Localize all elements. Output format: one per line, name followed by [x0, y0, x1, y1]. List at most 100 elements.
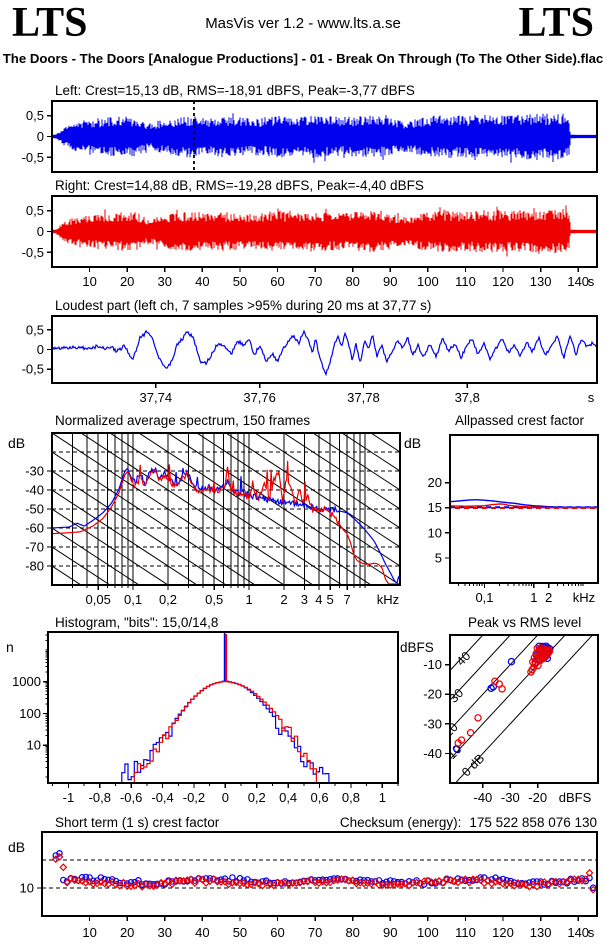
axis-label: -0,6 — [120, 790, 142, 805]
axis-label: -30 — [25, 464, 44, 479]
axis-label: 4 — [315, 592, 322, 607]
axis-label: 37,76 — [243, 390, 276, 405]
short-term-crest-title: Short term (1 s) crest factor — [55, 815, 220, 830]
axis-label: -70 — [25, 540, 44, 555]
diagonal-label: 10 — [445, 742, 465, 762]
axis-label: dB — [8, 435, 25, 451]
axis-label: 10 — [27, 738, 41, 753]
axis-label: -20 — [423, 687, 442, 702]
axis-label: 0 — [37, 129, 44, 144]
axis-label: 130 — [530, 274, 552, 289]
axis-label: 130 — [530, 925, 552, 940]
axis-label: -40 — [25, 483, 44, 498]
axis-label: 70 — [308, 274, 322, 289]
axis-label: 15 — [428, 500, 442, 515]
axis-label: 0 — [222, 790, 229, 805]
axis-label: 2 — [545, 590, 552, 605]
axis-label: s — [588, 925, 595, 940]
axis-label: 0,5 — [26, 203, 44, 218]
track-title: The Doors - The Doors [Analogue Producti… — [2, 51, 604, 66]
axis-label: 0,2 — [159, 592, 177, 607]
axis-label: 120 — [492, 925, 514, 940]
axis-label: -30 — [501, 790, 520, 805]
axis-label: dB — [404, 435, 421, 451]
axis-label: 37,74 — [140, 390, 173, 405]
axis-label: 2 — [280, 592, 287, 607]
wave-right-plot — [51, 205, 597, 257]
axis-label: 1 — [530, 590, 537, 605]
axis-label: -0,4 — [151, 790, 173, 805]
axis-label: 20 — [428, 475, 442, 490]
peak-vs-rms-title: Peak vs RMS level — [468, 615, 582, 630]
axis-label: dB — [8, 839, 25, 855]
axis-label: 100 — [417, 925, 439, 940]
axis-label: 5 — [327, 592, 334, 607]
lts-logo-left: LTS — [12, 0, 88, 46]
axis-label: 10 — [82, 925, 96, 940]
axis-label: 20 — [120, 925, 134, 940]
axis-label: 10 — [20, 881, 34, 896]
histogram-plot — [48, 632, 398, 783]
axis-label: 50 — [233, 925, 247, 940]
axis-label: n — [6, 639, 14, 655]
axis-label: -0,2 — [183, 790, 205, 805]
axis-label: 20 — [120, 274, 134, 289]
axis-label: 0,5 — [26, 322, 44, 337]
axis-label: -0,8 — [89, 790, 111, 805]
axis-label: 110 — [455, 925, 476, 940]
axis-label: 0,5 — [26, 108, 44, 123]
axis-label: 140 — [567, 925, 589, 940]
axis-label: 120 — [492, 274, 514, 289]
loudest-part-title: Loudest part (left ch, 7 samples >95% du… — [55, 298, 432, 313]
short-term-crest-plot — [42, 849, 598, 894]
axis-label: 1 — [245, 592, 252, 607]
axis-label: -40 — [473, 790, 492, 805]
checksum: Checksum (energy): 175 522 858 076 130 — [332, 815, 597, 830]
loudest-part-plot — [51, 329, 598, 377]
axis-label: dBFS — [400, 640, 434, 655]
axis-label: 80 — [345, 925, 359, 940]
axis-label: 0,1 — [475, 590, 493, 605]
axis-label: 5 — [435, 550, 442, 565]
plot-frame — [47, 631, 399, 784]
axis-label: 140 — [567, 274, 589, 289]
axis-label: 0,2 — [248, 790, 266, 805]
axis-label: -40 — [423, 746, 442, 761]
wave-left-plot — [51, 101, 597, 172]
spectrum-title: Normalized average spectrum, 150 frames — [55, 413, 311, 428]
axis-label: 0,4 — [279, 790, 297, 805]
axis-label: 0 — [37, 342, 44, 357]
axis-label: 90 — [383, 925, 397, 940]
axis-label: 1 — [379, 790, 386, 805]
axis-label: 80 — [345, 274, 359, 289]
axis-label: 37,8 — [455, 390, 480, 405]
axis-label: 60 — [270, 925, 284, 940]
allpassed-crest-title: Allpassed crest factor — [455, 413, 585, 428]
axis-label: 0,8 — [342, 790, 360, 805]
axis-label: -0,5 — [22, 150, 44, 165]
axis-label: 70 — [308, 925, 322, 940]
lts-logo-right: LTS — [518, 0, 594, 46]
axis-label: kHz — [573, 590, 595, 605]
axis-label: dBFS — [559, 790, 592, 805]
axis-label: 110 — [455, 274, 476, 289]
diagonal-label: 40 — [454, 649, 474, 669]
axis-label: -0,5 — [22, 362, 44, 377]
axis-label: 10 — [82, 274, 96, 289]
axis-label: 0,5 — [205, 592, 223, 607]
spectrum-plot — [52, 433, 400, 585]
axis-label: -30 — [423, 716, 442, 731]
app-version-info: MasVis ver 1.2 - www.lts.a.se — [205, 15, 401, 32]
axis-label: 60 — [270, 274, 284, 289]
axis-label: 30 — [158, 274, 172, 289]
axis-label: 0,05 — [86, 592, 111, 607]
axis-label: 40 — [195, 925, 209, 940]
axis-label: 0,6 — [310, 790, 328, 805]
axis-label: s — [588, 274, 595, 289]
axis-label: 90 — [383, 274, 397, 289]
axis-label: 3 — [301, 592, 308, 607]
axis-label: 0 — [37, 224, 44, 239]
